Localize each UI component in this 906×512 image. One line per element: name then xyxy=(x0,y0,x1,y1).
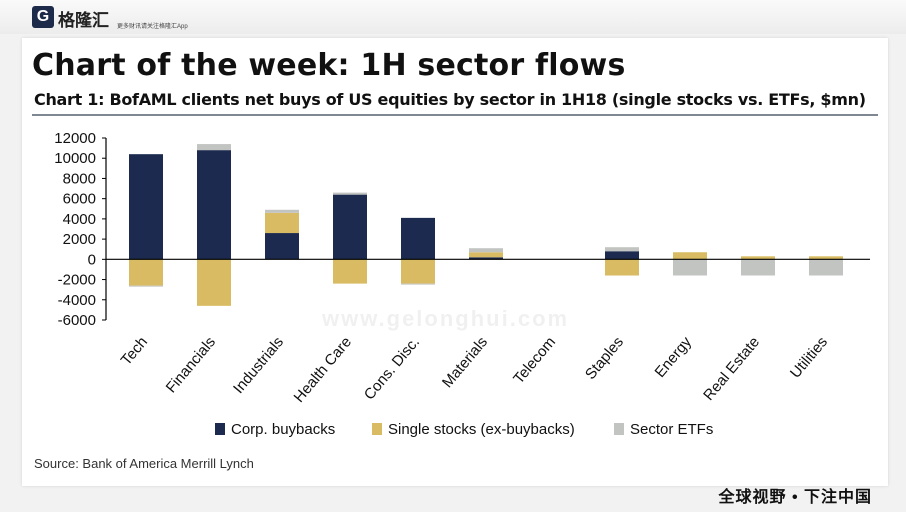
y-tick-label: 0 xyxy=(88,251,96,268)
single-stocks-bar xyxy=(469,252,503,258)
corp-buybacks-bar xyxy=(197,150,231,260)
footer-slogan: 全球视野 • 下注中国 xyxy=(718,489,872,506)
x-tick-label: Cons. Disc. xyxy=(361,334,423,404)
single-stocks-bar xyxy=(605,259,639,276)
x-tick-label: Tech xyxy=(118,334,151,369)
sector-etfs-bar xyxy=(197,144,231,151)
x-tick-label: Industrials xyxy=(230,334,287,397)
y-tick-label: 4000 xyxy=(63,211,96,228)
legend-swatch xyxy=(614,423,624,435)
logo-tagline: 更多财讯请关注格隆汇App xyxy=(117,24,188,30)
x-tick-label: Energy xyxy=(651,333,695,381)
sector-etfs-bar xyxy=(741,259,775,276)
x-tick-label: Telecom xyxy=(510,334,559,388)
y-tick-label: -2000 xyxy=(58,272,96,289)
single-stocks-bar xyxy=(673,252,707,260)
sector-etfs-bar xyxy=(673,259,707,276)
sector-etfs-bar xyxy=(605,247,639,252)
x-tick-label: Utilities xyxy=(787,334,831,382)
corp-buybacks-bar xyxy=(469,257,503,260)
x-tick-label: Health Care xyxy=(291,334,355,406)
single-stocks-bar xyxy=(809,256,843,260)
header-bar: G 格隆汇 更多财讯请关注格隆汇App xyxy=(0,0,906,34)
title-divider xyxy=(32,114,878,116)
single-stocks-bar xyxy=(265,212,299,234)
corp-buybacks-bar xyxy=(265,233,299,260)
single-stocks-bar xyxy=(197,259,231,306)
logo-icon: G xyxy=(32,6,54,28)
source-note: Source: Bank of America Merrill Lynch xyxy=(34,456,254,471)
legend-label: Sector ETFs xyxy=(630,421,713,438)
x-tick-label: Materials xyxy=(439,334,491,392)
legend-label: Corp. buybacks xyxy=(231,421,335,438)
sector-etfs-bar xyxy=(265,209,299,213)
corp-buybacks-bar xyxy=(401,217,435,260)
page-title: Chart of the week: 1H sector flows xyxy=(32,48,626,83)
sector-etfs-bar xyxy=(401,283,435,285)
chart-card: Chart of the week: 1H sector flows Chart… xyxy=(22,38,888,486)
legend-label: Single stocks (ex-buybacks) xyxy=(388,421,575,438)
y-tick-label: 8000 xyxy=(63,170,96,187)
sector-etfs-bar xyxy=(333,192,367,195)
watermark: www.gelonghui.com xyxy=(322,306,570,331)
sector-etfs-bar xyxy=(469,248,503,253)
y-tick-label: -4000 xyxy=(58,292,96,309)
single-stocks-bar xyxy=(741,256,775,260)
sector-etfs-bar xyxy=(809,259,843,276)
x-tick-label: Staples xyxy=(582,334,627,383)
y-tick-label: 10000 xyxy=(54,150,96,167)
single-stocks-bar xyxy=(129,259,163,286)
single-stocks-bar xyxy=(401,259,435,284)
logo-name: 格隆汇 xyxy=(58,11,109,30)
y-tick-label: 6000 xyxy=(63,191,96,208)
corp-buybacks-bar xyxy=(605,251,639,260)
x-tick-label: Real Estate xyxy=(700,334,763,404)
y-tick-label: -6000 xyxy=(58,312,96,329)
y-tick-label: 12000 xyxy=(54,130,96,147)
single-stocks-bar xyxy=(333,259,367,284)
x-tick-label: Financials xyxy=(163,334,219,397)
y-tick-label: 2000 xyxy=(63,231,96,248)
sector-etfs-bar xyxy=(129,285,163,287)
legend-swatch xyxy=(372,423,382,435)
bar-chart: 12000 10000 8000 6000 4000 2000 0 -2000 -4000 -60… xyxy=(54,130,870,438)
chart-title: Chart 1: BofAML clients net buys of US e… xyxy=(34,90,866,109)
legend-swatch xyxy=(215,423,225,435)
corp-buybacks-bar xyxy=(333,194,367,260)
corp-buybacks-bar xyxy=(129,154,163,260)
